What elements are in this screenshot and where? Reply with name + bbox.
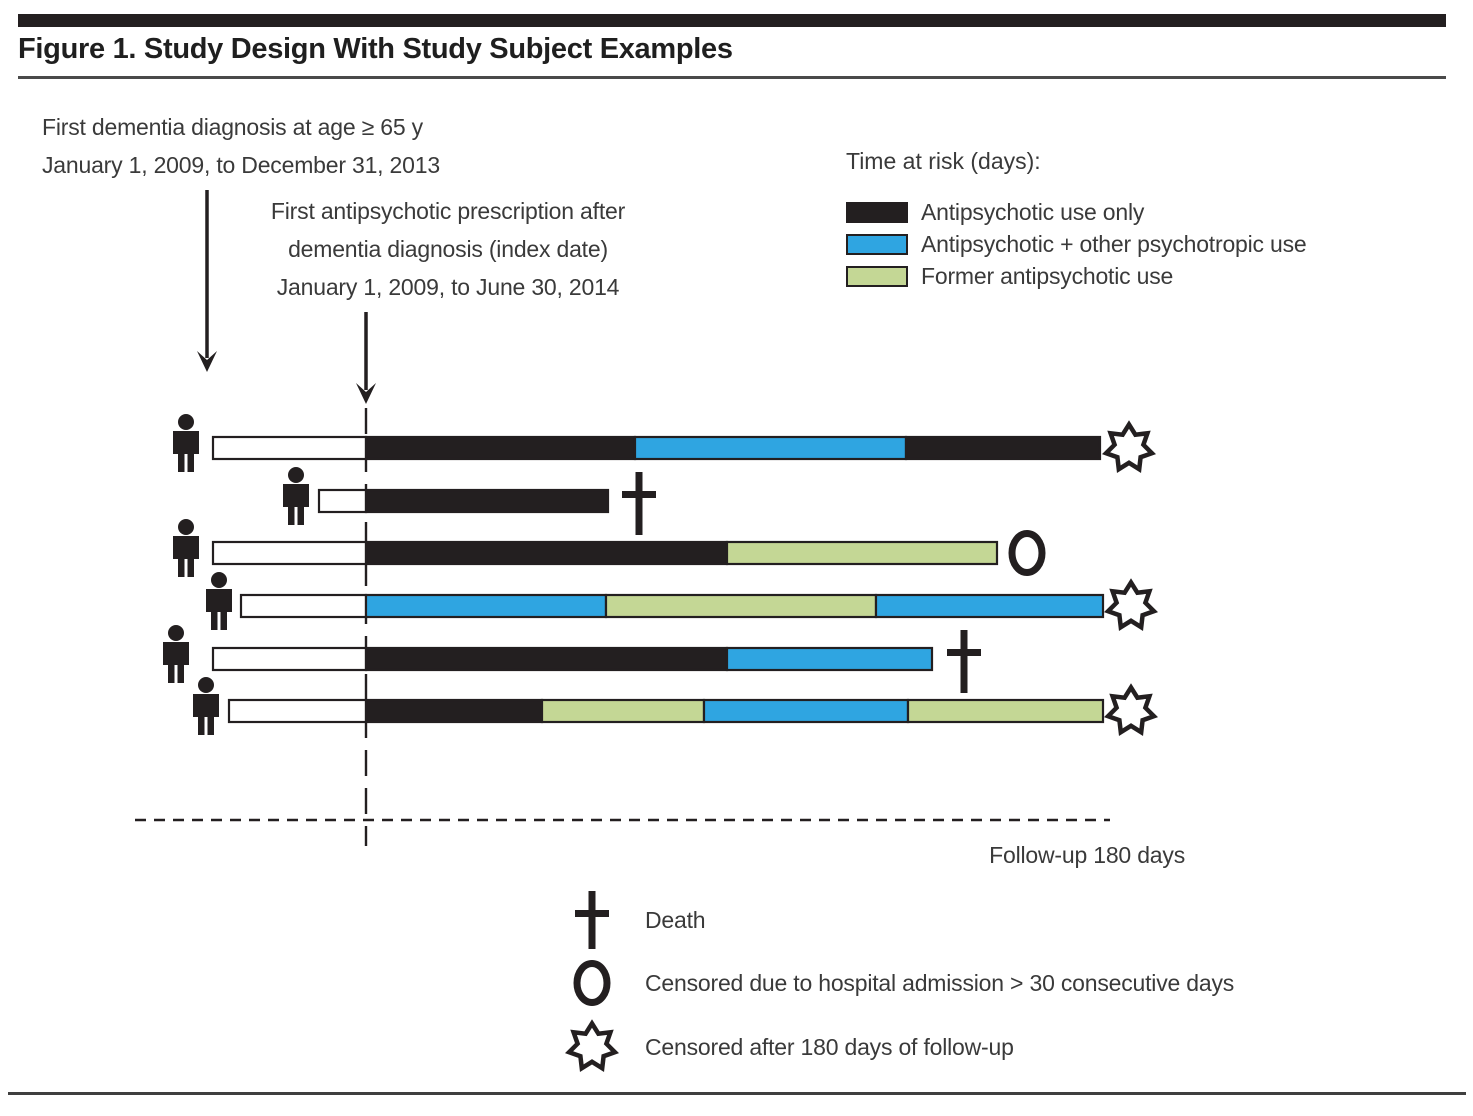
- annotation-index-date: First antipsychotic prescription after d…: [222, 192, 674, 306]
- dagger-symbol: [622, 472, 656, 535]
- segment-antipsychotic_only: [364, 435, 637, 461]
- star-symbol: [1103, 683, 1159, 736]
- dagger-vertical: [588, 891, 596, 949]
- person-head: [178, 414, 194, 430]
- dementia-diagnosis-arrow-head: [197, 351, 217, 372]
- legend-swatch-former: [846, 265, 908, 287]
- pre-index-bar: [239, 593, 368, 619]
- subject-row-1: [173, 414, 1157, 473]
- person-icon: [206, 572, 232, 630]
- symbol-legend-label-circle: Censored due to hospital admission > 30 …: [645, 969, 1235, 996]
- person-head: [198, 677, 214, 693]
- person-icon: [283, 467, 309, 525]
- person-icon: [173, 519, 199, 577]
- dagger-legend-icon: [575, 891, 609, 949]
- dagger-symbol: [947, 630, 981, 693]
- star-symbol: [564, 1019, 620, 1072]
- person-icon: [163, 625, 189, 683]
- segment-antipsychotic_only: [364, 698, 544, 724]
- segment-antipsychotic_plus_other: [364, 593, 608, 619]
- figure-title: Figure 1. Study Design With Study Subjec…: [18, 33, 733, 65]
- person-body: [283, 484, 309, 525]
- title-rule: [18, 76, 1446, 79]
- legend-label-former: Former antipsychotic use: [921, 262, 1174, 289]
- legend-item-former: Former antipsychotic use: [846, 260, 1307, 292]
- person-head: [178, 519, 194, 535]
- person-body: [193, 694, 219, 735]
- person-icon: [193, 677, 219, 735]
- subject-row-3: [173, 519, 1046, 577]
- subject-row-5: [163, 625, 981, 693]
- circle-symbol: [1008, 530, 1046, 576]
- subject-row-6: [193, 677, 1159, 736]
- star-legend-icon: [564, 1019, 620, 1072]
- segment-former: [540, 698, 706, 724]
- person-icon: [173, 414, 199, 472]
- symbol-legend-label-dagger: Death: [645, 906, 706, 933]
- followup-label: Follow-up 180 days: [989, 842, 1185, 868]
- index-date-arrow-head: [356, 383, 376, 404]
- annotation-dementia-diagnosis: First dementia diagnosis at age ≥ 65 y J…: [42, 108, 440, 184]
- segment-antipsychotic_plus_other: [702, 698, 910, 724]
- segment-antipsychotic_only: [364, 646, 729, 672]
- segment-antipsychotic_only: [364, 488, 610, 514]
- dagger-crossbar: [622, 491, 656, 498]
- legend-label-antipsychotic_only: Antipsychotic use only: [921, 198, 1145, 225]
- legend-label-antipsychotic_plus_other: Antipsychotic + other psychotropic use: [921, 230, 1307, 257]
- annotation-dementia-line1: First dementia diagnosis at age ≥ 65 y: [42, 114, 423, 140]
- pre-index-bar: [211, 435, 368, 461]
- dagger-vertical: [635, 472, 643, 535]
- symbol-legend-row-star: Censored after 180 days of follow-up: [563, 1018, 1014, 1076]
- annotation-dementia-line2: January 1, 2009, to December 31, 2013: [42, 152, 440, 178]
- segment-antipsychotic_only: [364, 540, 729, 566]
- annotation-index-line2: dementia diagnosis (index date): [288, 236, 608, 262]
- segment-antipsychotic_plus_other: [874, 593, 1105, 619]
- segment-antipsychotic_plus_other: [725, 646, 934, 672]
- legend-swatch-antipsychotic_plus_other: [846, 233, 908, 255]
- dagger-vertical: [960, 630, 968, 693]
- person-head: [288, 467, 304, 483]
- risk-legend-items: Antipsychotic use only Antipsychotic + ot…: [846, 196, 1307, 292]
- symbol-legend-label-star: Censored after 180 days of follow-up: [645, 1033, 1014, 1060]
- risk-legend: Time at risk (days): Antipsychotic use o…: [846, 146, 1307, 292]
- circle-legend-icon: [573, 960, 611, 1006]
- bottom-rule: [8, 1092, 1466, 1095]
- risk-legend-title: Time at risk (days):: [846, 148, 1041, 174]
- subject-row-2: [283, 467, 656, 535]
- legend-item-antipsychotic_plus_other: Antipsychotic + other psychotropic use: [846, 228, 1307, 260]
- segment-former: [906, 698, 1105, 724]
- pre-index-bar: [211, 646, 368, 672]
- dagger-symbol: [575, 891, 609, 949]
- segment-former: [725, 540, 999, 566]
- person-body: [163, 642, 189, 683]
- pre-index-bar: [211, 540, 368, 566]
- dagger-crossbar: [947, 649, 981, 656]
- person-body: [173, 536, 199, 577]
- legend-item-antipsychotic_only: Antipsychotic use only: [846, 196, 1307, 228]
- segment-antipsychotic_plus_other: [633, 435, 908, 461]
- annotation-index-line3: January 1, 2009, to June 30, 2014: [276, 274, 620, 300]
- star-symbol: [1101, 420, 1157, 473]
- person-body: [206, 589, 232, 630]
- symbol-legend-row-circle: Censored due to hospital admission > 30 …: [563, 954, 1234, 1012]
- circle-symbol: [573, 960, 611, 1006]
- pre-index-bar: [227, 698, 368, 724]
- pre-index-bar: [317, 488, 368, 514]
- top-rule: [18, 14, 1446, 27]
- segment-antipsychotic_only: [904, 435, 1102, 461]
- annotation-index-line1: First antipsychotic prescription after: [270, 198, 626, 224]
- person-body: [173, 431, 199, 472]
- dagger-crossbar: [575, 910, 609, 917]
- star-symbol: [1103, 578, 1159, 631]
- subject-row-4: [206, 572, 1159, 631]
- person-head: [211, 572, 227, 588]
- person-head: [168, 625, 184, 641]
- legend-swatch-antipsychotic_only: [846, 201, 908, 223]
- segment-former: [604, 593, 878, 619]
- symbol-legend-row-dagger: Death: [563, 891, 706, 949]
